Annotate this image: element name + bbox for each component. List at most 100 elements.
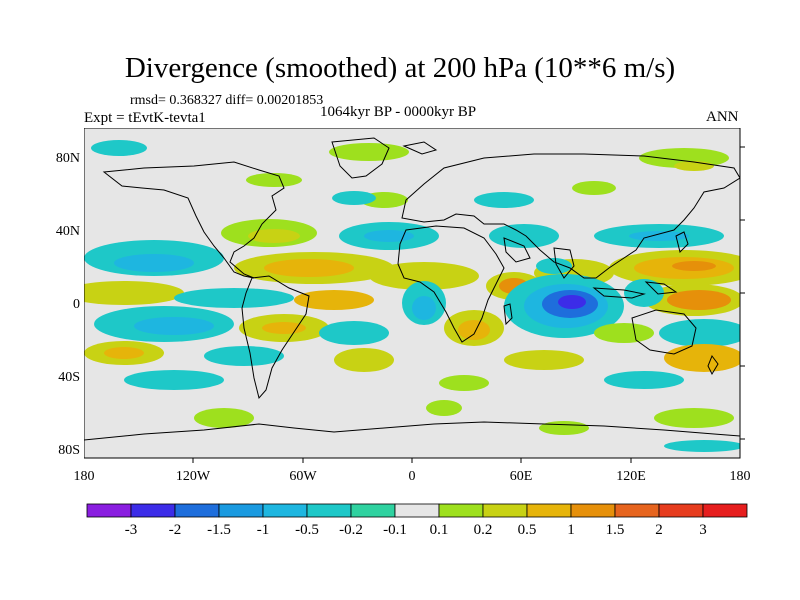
colorbar-swatch (482, 503, 528, 518)
coastlines (84, 137, 740, 441)
colorbar-swatch (306, 503, 352, 518)
experiment-label: Expt = tEvtK-tevta1 (84, 110, 206, 126)
divergence-map (84, 128, 745, 463)
anomaly-blob (264, 259, 354, 277)
anomaly-blob (572, 181, 616, 195)
y-tick-label: 80S (58, 443, 80, 458)
anomaly-blob (629, 231, 689, 241)
y-tick-label: 40N (56, 224, 80, 239)
anomaly-blob (474, 192, 534, 208)
colorbar-swatch (570, 503, 616, 518)
colorbar-swatch (614, 503, 660, 518)
x-tick-label: 120W (176, 469, 211, 484)
anomaly-blob (369, 262, 479, 290)
coastline-borneo (644, 281, 678, 295)
anomaly-blob (248, 229, 300, 243)
anomaly-blob (672, 261, 716, 271)
anomaly-blob (246, 173, 302, 187)
anomaly-blob (604, 371, 684, 389)
x-tick-label: 0 (409, 469, 416, 484)
colorbar-swatch (702, 503, 748, 518)
coastline-south-america (241, 275, 310, 400)
coastline-arabia (503, 237, 531, 263)
x-tick-label: 60E (510, 469, 533, 484)
coastline-india (553, 247, 575, 279)
coastline-madagascar (503, 303, 513, 326)
y-axis-labels: 80N 40N 0 40S 80S (56, 151, 80, 458)
colorbar-swatch (86, 503, 132, 518)
x-tick-label: 180 (730, 469, 751, 484)
colorbar-label: 0.1 (430, 522, 449, 538)
x-tick-label: 60W (289, 469, 317, 484)
colorbar-label: 1.5 (606, 522, 625, 538)
anomaly-blob (536, 258, 572, 274)
season-label: ANN (706, 109, 739, 125)
anomaly-blob (134, 317, 214, 335)
anomaly-blob (412, 296, 436, 320)
period-label: 1064kyr BP - 0000kyr BP (320, 104, 477, 120)
anomaly-blob (624, 279, 664, 307)
anomaly-blob (654, 408, 734, 428)
colorbar-label: -3 (125, 522, 138, 538)
y-tick-label: 40S (58, 370, 80, 385)
anomaly-blob (489, 224, 559, 248)
colorbar-label: -2 (169, 522, 182, 538)
tick-marks (192, 146, 745, 463)
colorbar-label: 3 (699, 522, 707, 538)
anomaly-blob (329, 143, 409, 161)
colorbar-label: -0.1 (383, 522, 407, 538)
anomaly-blob (91, 140, 147, 156)
coastline-indonesia (592, 287, 646, 299)
plot-title: Divergence (smoothed) at 200 hPa (10**6 … (124, 52, 676, 84)
anomaly-blob (659, 319, 740, 347)
anomaly-blob (667, 290, 731, 310)
x-tick-label: 180 (74, 469, 95, 484)
colorbar-swatch (438, 503, 484, 518)
colorbar-label: 0.2 (474, 522, 493, 538)
coastline-antarctica (84, 421, 740, 441)
anomaly-blob (594, 323, 654, 343)
anomaly-blob (84, 281, 184, 305)
anomaly-blob (114, 254, 194, 272)
anomaly-blob (174, 288, 294, 308)
coastline-eurasia (401, 153, 740, 279)
x-axis-labels: 180 120W 60W 0 60E 120E 180 (74, 469, 751, 484)
anomaly-blob (104, 347, 144, 359)
anomaly-blob (124, 370, 224, 390)
colorbar-label: -1 (257, 522, 270, 538)
anomaly-blob (334, 348, 394, 372)
colorbar-label: -0.2 (339, 522, 363, 538)
colorbar-swatch (658, 503, 704, 518)
anomaly-blob (439, 375, 489, 391)
anomaly-blob (664, 440, 740, 452)
colorbar-swatch (394, 503, 440, 518)
anomaly-blob (539, 421, 589, 435)
anomaly-blob (332, 191, 376, 205)
y-tick-label: 80N (56, 151, 80, 166)
stats-text: rmsd= 0.368327 diff= 0.00201853 (130, 93, 324, 108)
anomaly-blob (558, 295, 586, 309)
anomaly-blob (458, 320, 490, 340)
colorbar-swatch (130, 503, 176, 518)
colorbar-swatch (218, 503, 264, 518)
anomaly-blob (194, 408, 254, 428)
y-tick-label: 0 (73, 297, 80, 312)
anomaly-blob (664, 344, 740, 372)
colorbar-swatch (526, 503, 572, 518)
colorbar-swatch (350, 503, 396, 518)
x-tick-label: 120E (616, 469, 646, 484)
coastline-greenland (331, 137, 390, 179)
coastline-new-zealand (707, 354, 719, 376)
coastline-svalbard (402, 141, 438, 155)
coastline-australia (631, 309, 697, 355)
anomaly-blob (364, 230, 414, 242)
anomaly-blob (294, 290, 374, 310)
colorbar-label: -0.5 (295, 522, 319, 538)
anomaly-blob (319, 321, 389, 345)
colorbar-swatch (262, 503, 308, 518)
anomaly-blob (504, 350, 584, 370)
coastline-japan (675, 231, 689, 253)
colorbar-label: -1.5 (207, 522, 231, 538)
anomaly-field (84, 140, 740, 452)
anomaly-blob (426, 400, 462, 416)
